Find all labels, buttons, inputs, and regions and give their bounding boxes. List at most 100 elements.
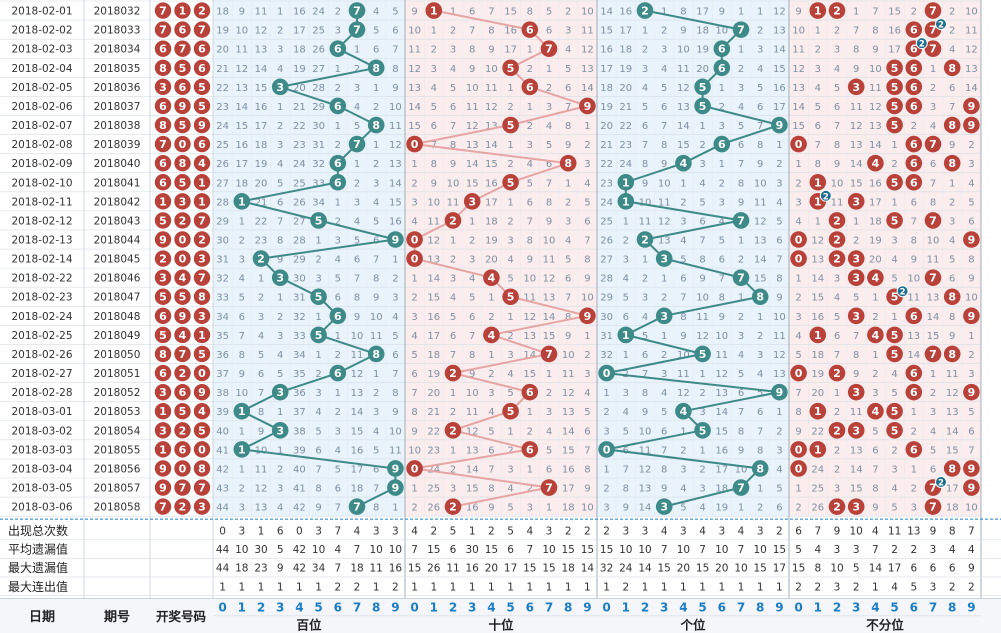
miss-value: 40 xyxy=(293,464,306,475)
group-hit-digit: 1 xyxy=(814,405,822,418)
date-cell: 2018-02-10 xyxy=(11,177,72,189)
winning-ball xyxy=(174,288,191,305)
group-hit-ball xyxy=(905,364,923,382)
group-miss-value: 15 xyxy=(850,484,863,495)
miss-value: 4 xyxy=(680,484,686,495)
miss-value: 11 xyxy=(235,45,248,56)
miss-value: 23 xyxy=(600,178,613,189)
miss-value: 5 xyxy=(450,83,456,94)
group-miss-value: 7 xyxy=(853,331,859,342)
stat-value: 1 xyxy=(507,581,514,593)
group-miss-value: 5 xyxy=(834,83,840,94)
hit-ball-digit: 0 xyxy=(411,253,419,266)
hit-ball-digit: 8 xyxy=(564,157,572,170)
miss-value: 5 xyxy=(584,407,590,418)
miss-value: 7 xyxy=(642,369,648,380)
date-cell: 2018-03-02 xyxy=(11,425,72,437)
stat-value: 2 xyxy=(430,525,437,537)
miss-value: 3 xyxy=(373,178,379,189)
stat-value: 2 xyxy=(603,525,610,537)
group-miss-value: 19 xyxy=(811,369,824,380)
miss-value: 12 xyxy=(715,369,728,380)
winning-ball xyxy=(174,174,191,191)
repeat-badge xyxy=(915,37,928,50)
issue-cell: 2018035 xyxy=(94,63,141,75)
stat-value: 2 xyxy=(814,581,821,593)
miss-value: 3 xyxy=(450,274,456,285)
hit-ball-units xyxy=(655,498,673,515)
group-miss-value: 12 xyxy=(792,64,805,75)
footer-digit: 9 xyxy=(967,601,975,615)
miss-value: 11 xyxy=(773,331,786,342)
date-cell: 2018-02-02 xyxy=(11,25,72,37)
stat-value: 7 xyxy=(354,544,361,556)
group-miss-value: 15 xyxy=(792,121,805,132)
miss-value: 1 xyxy=(469,216,475,227)
stat-value: 32 xyxy=(600,563,613,575)
group-miss-value: 3 xyxy=(815,64,821,75)
winning-ball xyxy=(154,383,172,401)
miss-value: 3 xyxy=(565,216,571,227)
winning-ball-digit: 4 xyxy=(198,157,206,170)
miss-value: 1 xyxy=(699,445,705,456)
stat-value: 10 xyxy=(715,544,728,556)
group-miss-value: 4 xyxy=(891,369,897,380)
hit-ball-digit: 1 xyxy=(238,443,246,456)
miss-value: 1 xyxy=(335,197,341,208)
group-miss-value: 10 xyxy=(831,178,844,189)
winning-ball xyxy=(193,21,211,38)
hit-ball-digit: 3 xyxy=(660,253,668,266)
miss-value: 25 xyxy=(293,178,306,189)
group-hit-digit: 8 xyxy=(948,62,956,75)
stat-value: 2 xyxy=(565,525,572,537)
group-miss-value: 2 xyxy=(795,293,801,304)
group-miss-value: 3 xyxy=(834,484,840,495)
footer-digit: 3 xyxy=(276,601,284,615)
winning-ball xyxy=(193,135,211,153)
stat-value: 1 xyxy=(373,581,380,593)
miss-value: 3 xyxy=(623,388,629,399)
hit-ball-tens xyxy=(483,269,500,286)
hit-ball-hundreds xyxy=(367,116,385,134)
miss-value: 7 xyxy=(450,121,456,132)
hit-ball-hundreds xyxy=(271,269,289,286)
miss-value: 6 xyxy=(315,445,321,456)
group-miss-value: 7 xyxy=(930,178,936,189)
date-cell: 2018-02-12 xyxy=(11,215,72,227)
miss-value: 10 xyxy=(408,26,421,37)
date-cell: 2018-02-11 xyxy=(11,196,72,208)
winning-ball-digit: 5 xyxy=(198,348,206,361)
hit-ball-hundreds xyxy=(329,97,347,115)
miss-value: 5 xyxy=(277,369,283,380)
hit-ball-hundreds xyxy=(233,441,251,458)
miss-value: 12 xyxy=(466,121,479,132)
miss-value: 30 xyxy=(216,236,229,247)
winning-ball xyxy=(174,269,191,286)
hit-ball-digit: 7 xyxy=(353,138,361,151)
stat-value: 9 xyxy=(277,563,284,575)
miss-value: 5 xyxy=(680,255,686,266)
winning-ball xyxy=(193,231,211,248)
miss-value: 2 xyxy=(757,331,763,342)
miss-value: 4 xyxy=(699,178,705,189)
group-hit-digit: 0 xyxy=(795,443,803,456)
miss-value: 13 xyxy=(389,159,402,170)
miss-value: 6 xyxy=(757,407,763,418)
miss-value: 1 xyxy=(699,121,705,132)
miss-value: 1 xyxy=(373,83,379,94)
group-miss-value: 2 xyxy=(949,197,955,208)
miss-value: 14 xyxy=(562,426,575,437)
group-miss-value: 3 xyxy=(891,464,897,475)
miss-value: 1 xyxy=(738,236,744,247)
miss-value: 9 xyxy=(584,274,590,285)
miss-value: 25 xyxy=(600,216,613,227)
hit-ball-digit: 0 xyxy=(411,462,419,475)
miss-value: 9 xyxy=(738,197,744,208)
group-miss-value: 8 xyxy=(930,197,936,208)
stat-value: 1 xyxy=(296,581,303,593)
winning-ball-digit: 5 xyxy=(159,214,167,227)
miss-value: 10 xyxy=(235,26,248,37)
group-miss-value: 12 xyxy=(869,102,882,113)
miss-value: 11 xyxy=(639,216,652,227)
miss-value: 4 xyxy=(373,7,379,18)
